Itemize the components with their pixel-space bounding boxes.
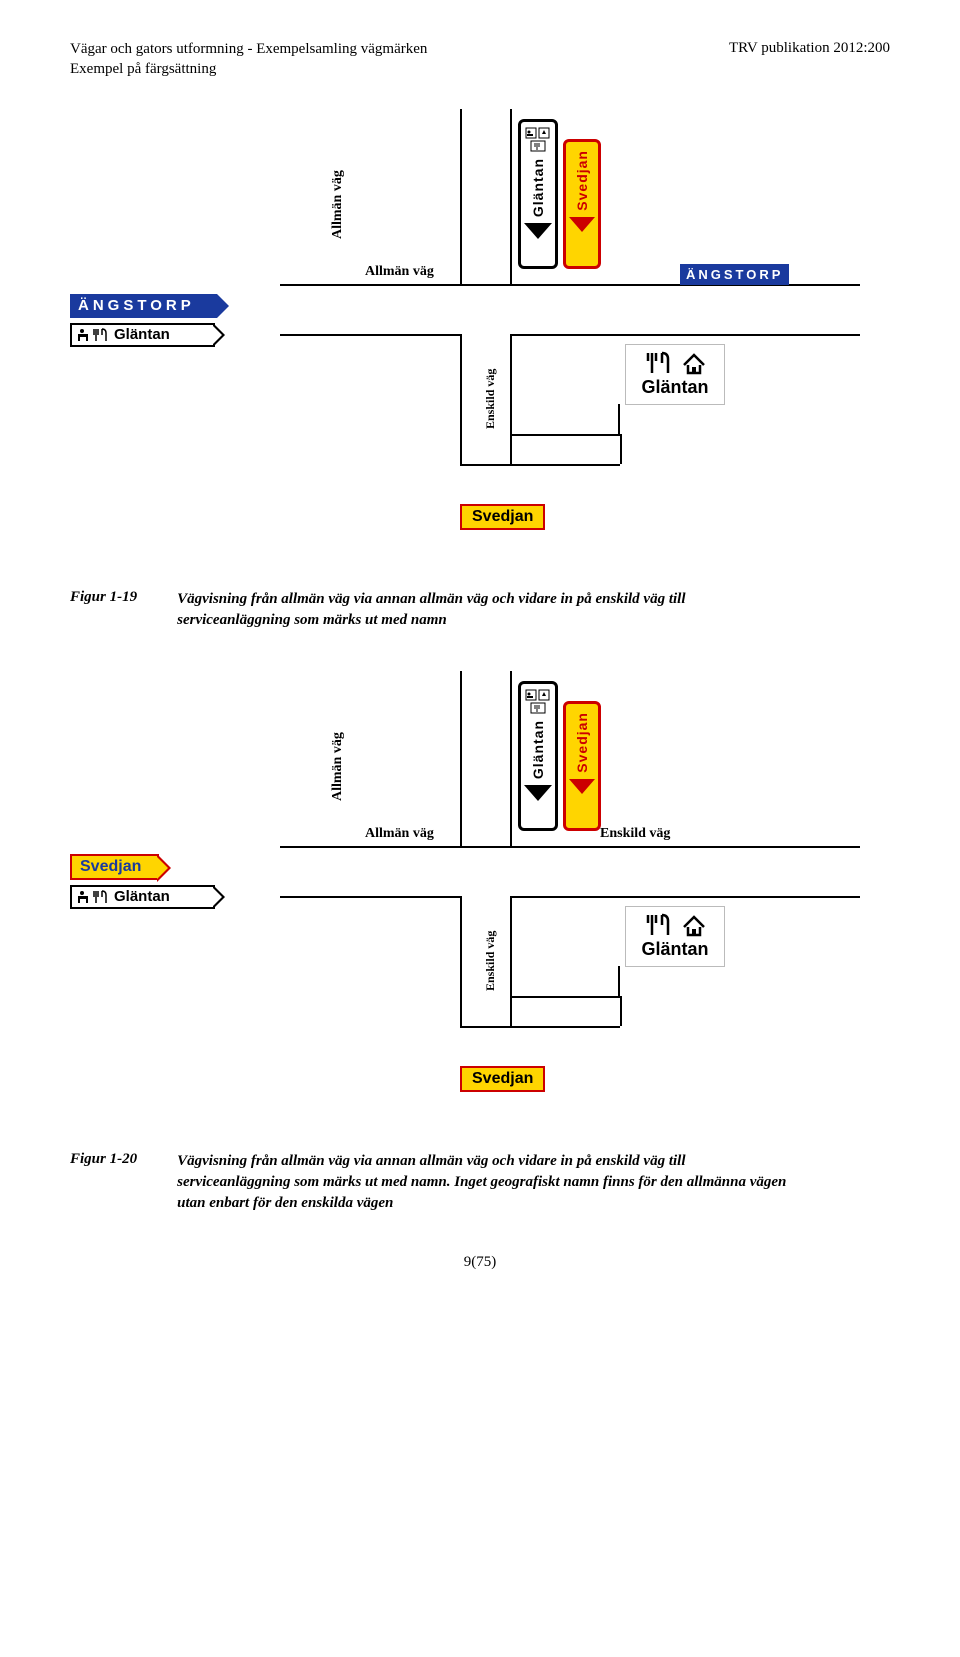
- header-left: Vägar och gators utformning - Exempelsam…: [70, 40, 427, 79]
- caption-1-20: Figur 1-20 Vägvisning från allmän väg vi…: [70, 1151, 890, 1214]
- road-branch-end-l-2: [618, 966, 620, 996]
- fig20-text: Vägvisning från allmän väg via annan all…: [177, 1151, 797, 1214]
- advance-glantan-text: Gläntan: [530, 158, 546, 217]
- sign-angstorp-text: ÄNGSTORP: [78, 297, 195, 314]
- glantan-icon-block: [524, 688, 552, 716]
- panel-glantan-text: Gläntan: [640, 377, 710, 398]
- sign-svedjan-ptr-text: Svedjan: [80, 858, 141, 875]
- panel-glantan-2: Gläntan: [625, 906, 725, 967]
- road-branch-bot-2: [460, 1026, 620, 1028]
- sign-glantan-ptr-text: Gläntan: [114, 325, 170, 345]
- road-h-bot-left-2: [280, 896, 460, 898]
- caption-1-19: Figur 1-19 Vägvisning från allmän väg vi…: [70, 589, 890, 631]
- fork-house-icon: [640, 913, 710, 939]
- road-h-top-2: [280, 846, 860, 848]
- label-allman-horiz: Allmän väg: [365, 264, 434, 280]
- header-title-2: Exempel på färgsättning: [70, 60, 427, 80]
- sign-angstorp-arrow: ÄNGSTORP: [70, 294, 217, 318]
- road-h-bot-right-2: [510, 896, 860, 898]
- panel-glantan-text-2: Gläntan: [640, 939, 710, 960]
- road-branch-top-2: [510, 996, 620, 998]
- bed-fork-icon: [76, 889, 110, 905]
- sign-angstorp-small: ÄNGSTORP: [680, 264, 789, 285]
- advance-svedjan-text-2: Svedjan: [574, 712, 590, 773]
- glantan-icon-block: [524, 126, 552, 154]
- label-enskild-horiz: Enskild väg: [600, 826, 670, 842]
- panel-glantan: Gläntan: [625, 344, 725, 405]
- sign-angstorp-small-text: ÄNGSTORP: [686, 267, 783, 282]
- sign-svedjan-pointer: Svedjan: [70, 854, 159, 880]
- arrow-down-icon: [569, 217, 595, 232]
- road-v2-left-2: [460, 896, 462, 1026]
- advance-glantan-2: Gläntan: [518, 681, 558, 831]
- sign-glantan-ptr-text-2: Gläntan: [114, 887, 170, 907]
- page-header: Vägar och gators utformning - Exempelsam…: [70, 40, 890, 79]
- sign-svedjan-bottom-2: Svedjan: [460, 1066, 545, 1092]
- label-allman-vert: Allmän väg: [330, 170, 346, 239]
- bed-fork-icon: [76, 327, 110, 343]
- road-branch-end-r-2: [620, 996, 622, 1026]
- label-enskild-vert: Enskild väg: [483, 369, 498, 429]
- fig20-label: Figur 1-20: [70, 1151, 137, 1168]
- sign-glantan-pointer: Gläntan: [70, 323, 215, 347]
- road-branch-bot: [460, 464, 620, 466]
- road-v2-left: [460, 334, 462, 464]
- label-allman-horiz-2: Allmän väg: [365, 826, 434, 842]
- road-v1-left: [460, 109, 462, 284]
- fork-house-icon: [640, 351, 710, 377]
- road-branch-end-r: [620, 434, 622, 464]
- road-h-bot-right: [510, 334, 860, 336]
- advance-glantan: Gläntan: [518, 119, 558, 269]
- fig19-label: Figur 1-19: [70, 589, 137, 606]
- road-v2-right: [510, 334, 512, 464]
- arrow-down-icon: [524, 785, 552, 801]
- arrow-down-icon: [524, 223, 552, 239]
- road-branch-top: [510, 434, 620, 436]
- header-right: TRV publikation 2012:200: [729, 40, 890, 79]
- diagram-1-19: ÄNGSTORP Gläntan Allmän väg Allmän vä: [70, 109, 890, 631]
- sign-svedjan-bottom-text: Svedjan: [472, 508, 533, 525]
- sign-glantan-pointer-2: Gläntan: [70, 885, 215, 909]
- road-v2-right-2: [510, 896, 512, 1026]
- advance-svedjan-text: Svedjan: [574, 150, 590, 211]
- header-title-1: Vägar och gators utformning - Exempelsam…: [70, 40, 427, 60]
- road-branch-end-l: [618, 404, 620, 434]
- arrow-down-icon: [569, 779, 595, 794]
- label-allman-vert-2: Allmän väg: [330, 732, 346, 801]
- advance-glantan-text-2: Gläntan: [530, 720, 546, 779]
- page-number: 9(75): [70, 1254, 890, 1271]
- road-v1-right-2: [510, 671, 512, 846]
- sign-svedjan-bottom-text-2: Svedjan: [472, 1070, 533, 1087]
- fig19-text: Vägvisning från allmän väg via annan all…: [177, 589, 797, 631]
- sign-svedjan-bottom: Svedjan: [460, 504, 545, 530]
- road-v1-left-2: [460, 671, 462, 846]
- advance-svedjan: Svedjan: [563, 139, 601, 269]
- road-h-bot-left: [280, 334, 460, 336]
- diagram-1-20: Svedjan Gläntan Allmän väg Allmän väg: [70, 671, 890, 1214]
- label-enskild-vert-2: Enskild väg: [483, 931, 498, 991]
- advance-svedjan-2: Svedjan: [563, 701, 601, 831]
- road-v1-right: [510, 109, 512, 284]
